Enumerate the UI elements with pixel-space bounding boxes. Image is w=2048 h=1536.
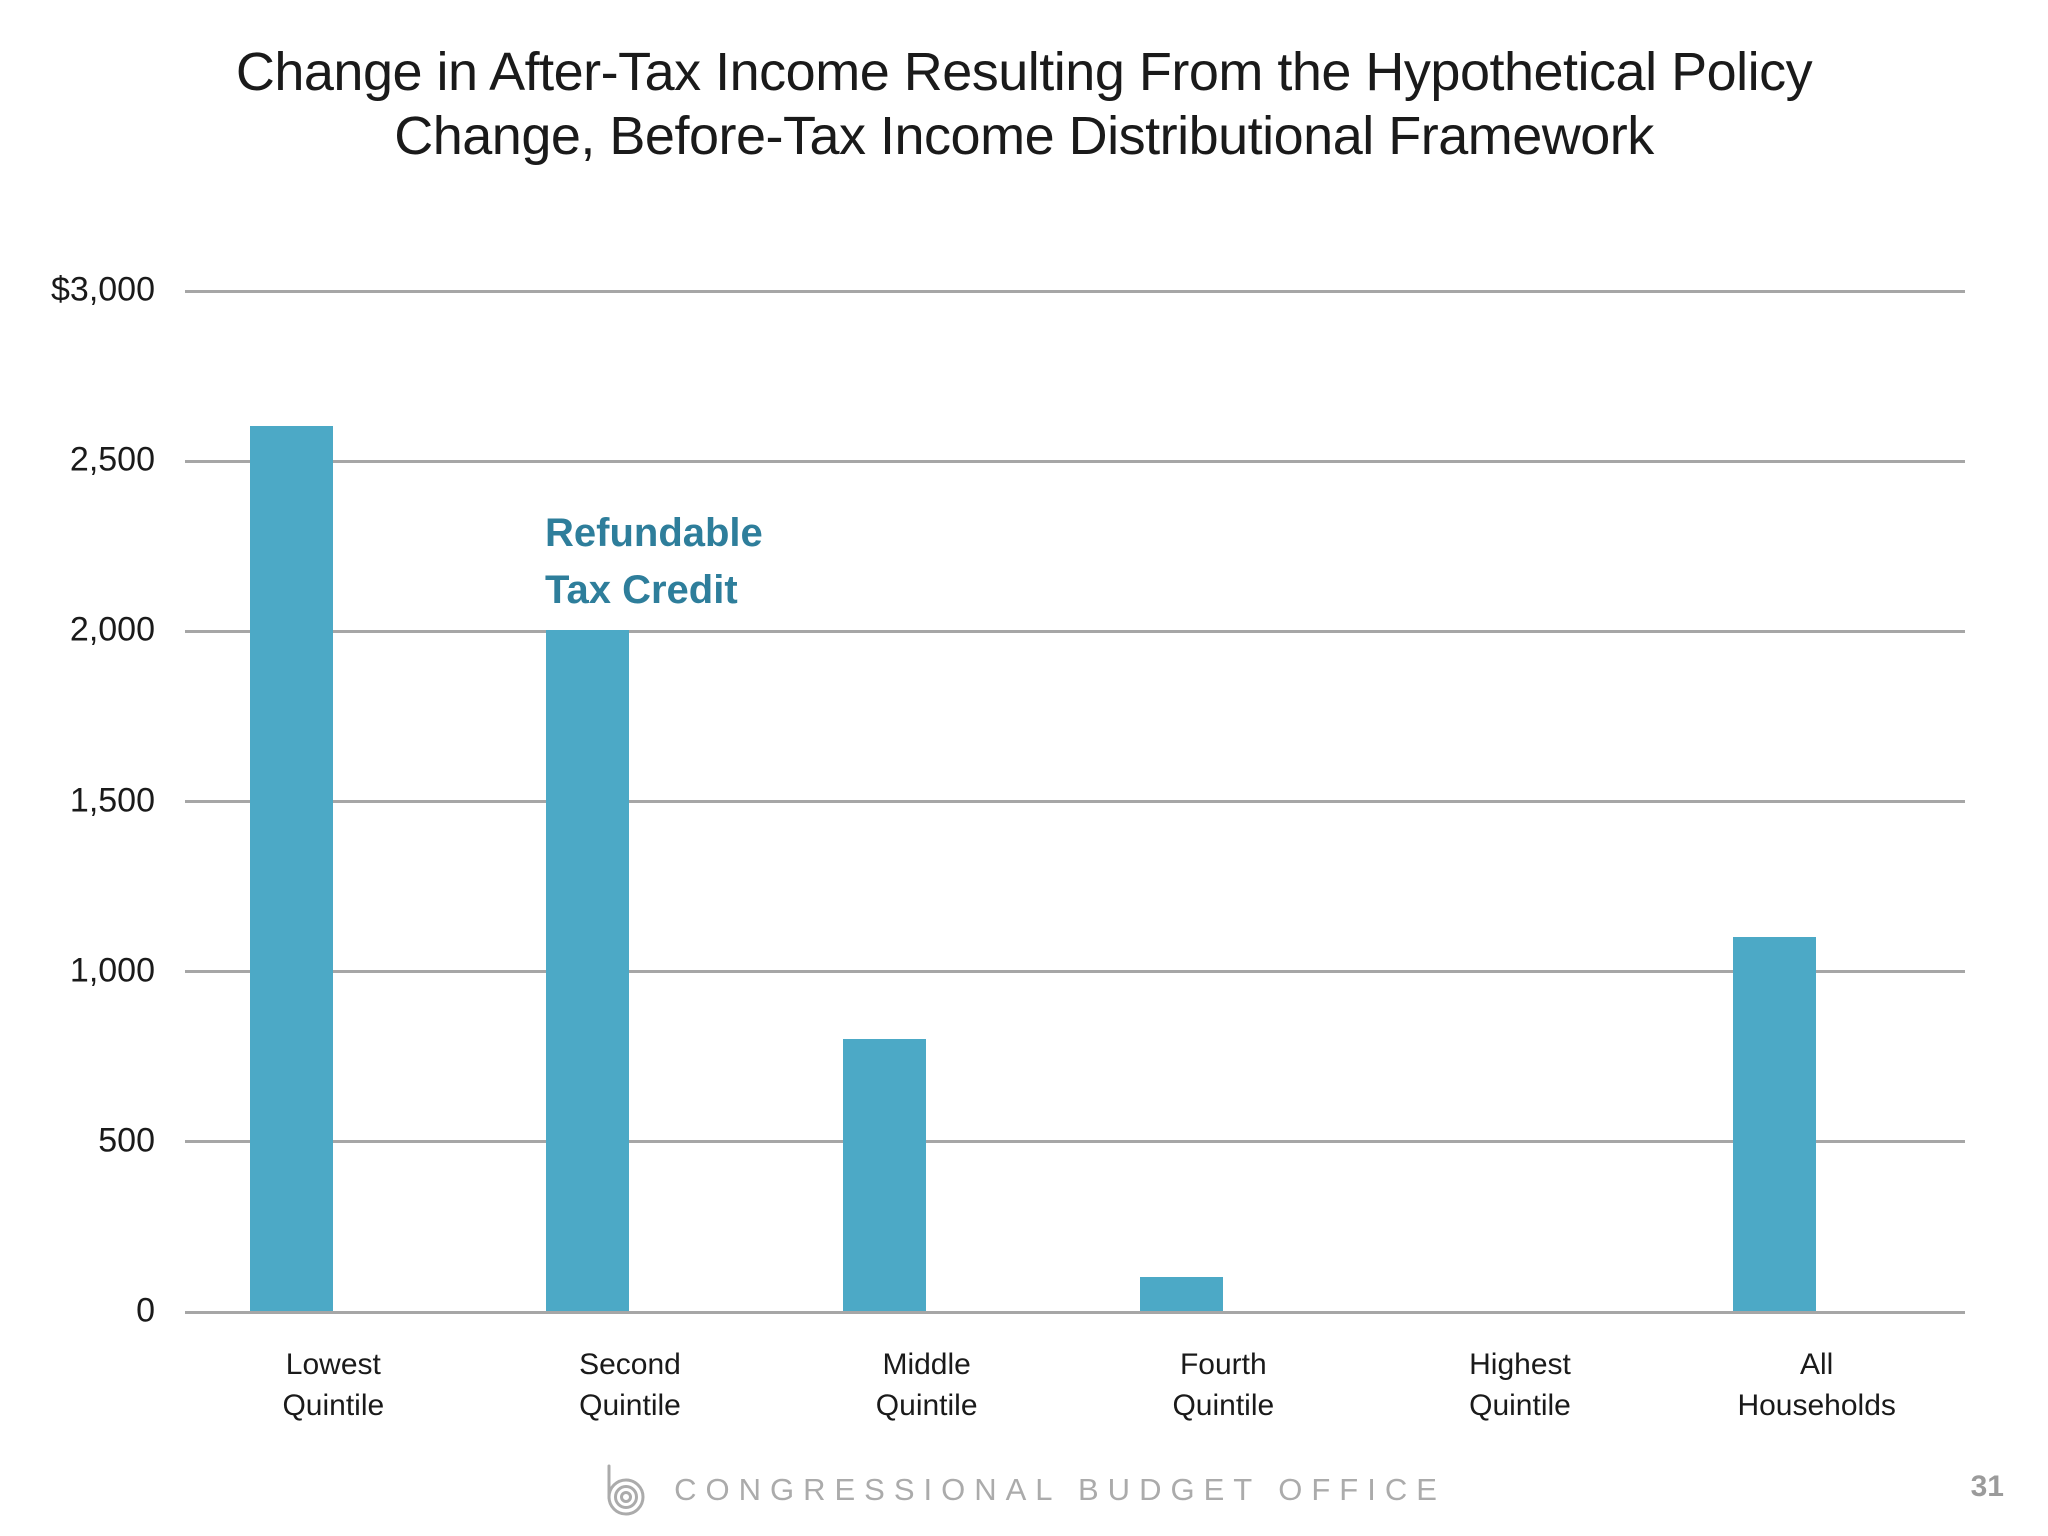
series-annotation: Refundable Tax Credit [545, 505, 763, 619]
y-axis-tick-label: 1,000 [69, 951, 155, 990]
category-slot: All Households [1668, 291, 1965, 1422]
bar-fourth-quintile [1139, 1276, 1223, 1311]
y-axis-tick-label: 1,500 [69, 781, 155, 820]
gridline [185, 1140, 1965, 1144]
y-axis-tick-label: $3,000 [51, 270, 155, 309]
category-slot: Second Quintile [482, 291, 779, 1422]
bar-second-quintile [546, 630, 630, 1311]
chart-title-line1: Change in After-Tax Income Resulting Fro… [235, 42, 1813, 102]
y-axis-tick-label: 2,500 [69, 440, 155, 479]
x-axis-label: Lowest Quintile [282, 1348, 385, 1422]
bar-middle-quintile [843, 1038, 927, 1311]
y-axis-tick-label: 0 [136, 1291, 155, 1330]
x-axis-label: Highest Quintile [1469, 1348, 1571, 1422]
gridline [185, 970, 1965, 974]
category-slot: Middle Quintile [778, 291, 1075, 1422]
series-annotation-line1: Refundable [545, 511, 763, 555]
bar-all-households [1733, 936, 1817, 1311]
y-axis-tick-label: 2,000 [69, 611, 155, 650]
y-axis-tick-label: 500 [98, 1121, 155, 1160]
series-annotation-line2: Tax Credit [545, 568, 738, 612]
chart-title-line2: Change, Before-Tax Income Distributional… [394, 106, 1654, 166]
category-slot: Highest Quintile [1372, 291, 1669, 1422]
cbo-logo-icon [607, 1464, 645, 1516]
x-axis-label: All Households [1737, 1348, 1896, 1422]
gridline [185, 459, 1965, 463]
x-axis-label: Middle Quintile [875, 1348, 978, 1422]
category-slot: Lowest Quintile [185, 291, 482, 1422]
x-axis-label: Second Quintile [579, 1348, 681, 1422]
footer-org-name: CONGRESSIONAL BUDGET OFFICE [674, 1472, 1446, 1507]
page-number: 31 [1970, 1470, 2004, 1503]
footer: CONGRESSIONAL BUDGET OFFICE [0, 1460, 2048, 1520]
gridline [185, 800, 1965, 803]
gridline [185, 289, 1965, 293]
gridline [185, 629, 1965, 633]
chart-title: Change in After-Tax Income Resulting Fro… [0, 40, 2048, 168]
category-slot: Fourth Quintile [1075, 291, 1372, 1422]
gridline [185, 1310, 1965, 1314]
bar-lowest-quintile [249, 426, 333, 1311]
x-axis-label: Fourth Quintile [1172, 1348, 1275, 1422]
